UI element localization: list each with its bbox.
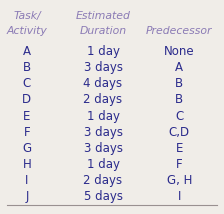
Text: I: I — [177, 190, 181, 203]
Text: G: G — [22, 142, 31, 155]
Text: A: A — [23, 45, 31, 58]
Text: C,D: C,D — [169, 126, 190, 139]
Text: 1 day: 1 day — [86, 45, 120, 58]
Text: E: E — [176, 142, 183, 155]
Text: J: J — [25, 190, 29, 203]
Text: Task/: Task/ — [13, 11, 41, 21]
Text: C: C — [23, 77, 31, 90]
Text: 4 days: 4 days — [84, 77, 123, 90]
Text: D: D — [22, 93, 31, 106]
Text: C: C — [175, 110, 183, 123]
Text: 2 days: 2 days — [84, 93, 123, 106]
Text: B: B — [175, 93, 183, 106]
Text: Estimated: Estimated — [76, 11, 130, 21]
Text: I: I — [25, 174, 29, 187]
Text: None: None — [164, 45, 194, 58]
Text: H: H — [22, 158, 31, 171]
Text: 3 days: 3 days — [84, 126, 123, 139]
Text: 3 days: 3 days — [84, 142, 123, 155]
Text: 3 days: 3 days — [84, 61, 123, 74]
Text: A: A — [175, 61, 183, 74]
Text: B: B — [175, 77, 183, 90]
Text: 1 day: 1 day — [86, 110, 120, 123]
Text: 1 day: 1 day — [86, 158, 120, 171]
Text: E: E — [23, 110, 30, 123]
Text: 5 days: 5 days — [84, 190, 123, 203]
Text: F: F — [24, 126, 30, 139]
Text: 2 days: 2 days — [84, 174, 123, 187]
Text: F: F — [176, 158, 183, 171]
Text: B: B — [23, 61, 31, 74]
Text: Predecessor: Predecessor — [146, 26, 212, 36]
Text: G, H: G, H — [166, 174, 192, 187]
Text: Duration: Duration — [80, 26, 127, 36]
Text: Activity: Activity — [6, 26, 47, 36]
